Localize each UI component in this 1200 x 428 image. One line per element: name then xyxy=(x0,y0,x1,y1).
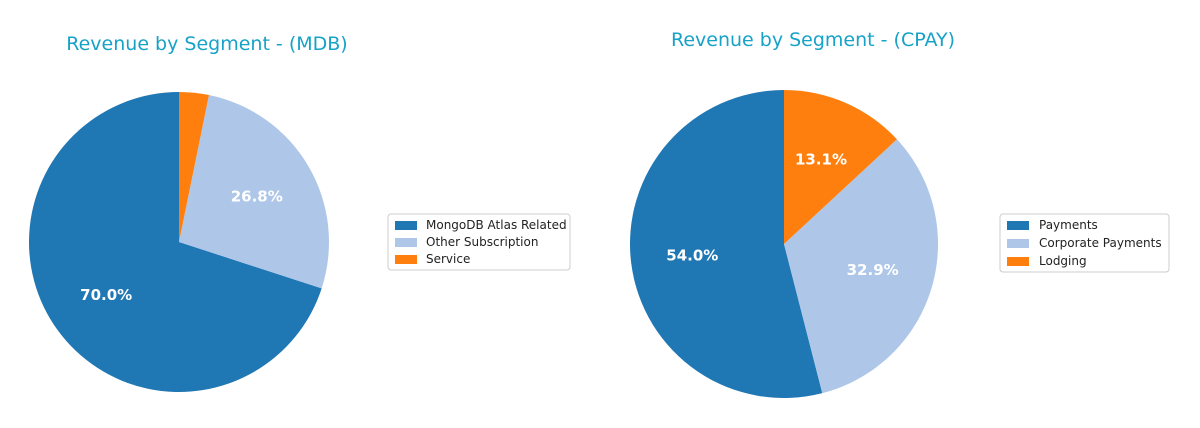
pie-label-mdb-other-subscription: 26.8% xyxy=(231,188,283,206)
legend-label-mdb-0: MongoDB Atlas Related xyxy=(426,218,567,232)
legend-cpay: Payments Corporate Payments Lodging xyxy=(999,213,1170,273)
legend-swatch-mdb-0 xyxy=(395,221,417,230)
legend-box-mdb xyxy=(387,213,571,271)
pie-label-cpay-corporate-payments: 32.9% xyxy=(847,261,899,279)
legend-label-cpay-0: Payments xyxy=(1039,218,1098,232)
pie-label-cpay-payments: 54.0% xyxy=(666,247,718,265)
legend-label-cpay-1: Corporate Payments xyxy=(1039,236,1162,250)
chart-title-cpay: Revenue by Segment - (CPAY) xyxy=(671,29,955,51)
pie-cpay: 54.0% 32.9% 13.1% xyxy=(630,89,939,398)
pie-slice-mdb-other-subscription xyxy=(179,95,330,289)
chart-cpay: Revenue by Segment - (CPAY) 54.0% 32.9% 13… xyxy=(630,29,1170,398)
pie-mdb: 70.0% 26.8% xyxy=(29,92,330,392)
chart-mdb: Revenue by Segment - (MDB) 70.0% 26.8% Mo… xyxy=(29,33,571,392)
legend-swatch-cpay-0 xyxy=(1007,221,1029,230)
legend-swatch-mdb-2 xyxy=(395,255,417,264)
chart-title-mdb: Revenue by Segment - (MDB) xyxy=(66,33,347,55)
legend-swatch-mdb-1 xyxy=(395,238,417,247)
pie-slice-mdb-atlas xyxy=(29,92,322,392)
legend-swatch-cpay-1 xyxy=(1007,239,1029,248)
legend-label-mdb-2: Service xyxy=(426,252,470,266)
pie-slice-mdb-service xyxy=(179,92,209,242)
legend-label-cpay-2: Lodging xyxy=(1039,254,1087,268)
legend-label-mdb-1: Other Subscription xyxy=(426,235,538,249)
pie-slice-cpay-corporate-payments xyxy=(784,139,939,394)
pie-slice-cpay-lodging xyxy=(784,89,897,244)
pie-label-cpay-lodging: 13.1% xyxy=(795,150,847,168)
pie-label-mdb-atlas: 70.0% xyxy=(80,286,132,304)
legend-mdb: MongoDB Atlas Related Other Subscription… xyxy=(387,213,571,271)
legend-swatch-cpay-2 xyxy=(1007,257,1029,266)
pie-slice-cpay-payments xyxy=(630,90,823,398)
legend-box-cpay xyxy=(999,213,1170,273)
